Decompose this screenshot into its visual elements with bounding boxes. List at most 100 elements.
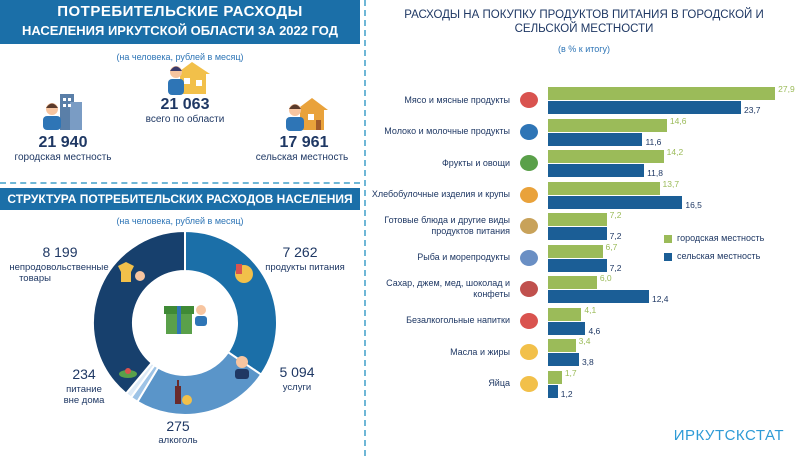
bar-rural-value: 1,2 bbox=[560, 388, 573, 399]
structure-title: СТРУКТУРА ПОТРЕБИТЕЛЬСКИХ РАСХОДОВ НАСЕЛ… bbox=[0, 188, 360, 210]
category-label: Масла и жиры bbox=[370, 347, 510, 358]
bar-urban bbox=[548, 244, 603, 258]
food-value: 7 262 bbox=[282, 244, 318, 260]
groceries-icon bbox=[235, 264, 253, 283]
legend-rural-label: сельская местность bbox=[677, 251, 761, 261]
legend-rural: сельская местность bbox=[664, 251, 760, 261]
bar-urban-value: 6,7 bbox=[605, 241, 618, 252]
section-divider bbox=[0, 182, 360, 184]
urban-value: 21 940 bbox=[38, 134, 88, 151]
bar-urban bbox=[548, 339, 576, 352]
source-label: ИРКУТСКСТАТ bbox=[673, 427, 784, 444]
bar-rural bbox=[548, 353, 579, 366]
rural-value: 17 961 bbox=[279, 134, 329, 151]
bar-rural bbox=[548, 321, 586, 335]
category-label-line: Мясо и мясные продукты bbox=[404, 94, 510, 105]
bar-rural bbox=[548, 101, 741, 114]
bar-rural bbox=[548, 227, 607, 240]
food-category-icon bbox=[520, 218, 538, 234]
main-subtitle: НАСЕЛЕНИЯ ИРКУТСКОЙ ОБЛАСТИ ЗА 2022 ГОД bbox=[21, 23, 339, 38]
village-person-icon bbox=[286, 98, 328, 131]
category-label-line: Безалкогольные напитки bbox=[406, 315, 510, 325]
category-label-line: Молоко и молочные продукты bbox=[384, 126, 510, 136]
dining-label-line2: вне дома bbox=[63, 395, 105, 406]
bar-rural-value: 12,4 bbox=[651, 294, 669, 304]
bar-rural-value: 3,8 bbox=[581, 357, 594, 367]
services-icon bbox=[235, 356, 249, 379]
donut-segment-nonfood bbox=[92, 229, 186, 396]
bar-urban-value: 6,0 bbox=[599, 273, 612, 283]
category-label-line: Масла и жиры bbox=[450, 346, 510, 357]
bar-urban bbox=[548, 150, 664, 163]
category-label-line: конфеты bbox=[473, 289, 510, 299]
bar-urban bbox=[548, 370, 562, 384]
category-label-line: Готовые блюда и другие виды bbox=[384, 215, 510, 225]
nonfood-value: 8 199 bbox=[42, 244, 78, 260]
legend-urban: городская местность bbox=[664, 233, 764, 243]
legend-urban-swatch bbox=[664, 234, 672, 243]
bar-urban-value: 13,7 bbox=[662, 178, 680, 189]
bar-rural bbox=[548, 132, 643, 146]
category-label: Безалкогольные напитки bbox=[370, 315, 510, 326]
main-title: ПОТРЕБИТЕЛЬСКИЕ РАСХОДЫ bbox=[57, 3, 303, 20]
main-title-banner: ПОТРЕБИТЕЛЬСКИЕ РАСХОДЫ НАСЕЛЕНИЯ ИРКУТС… bbox=[0, 0, 360, 44]
food-category-icon bbox=[520, 123, 538, 140]
family-house-icon bbox=[168, 62, 210, 95]
alcohol-value: 275 bbox=[166, 418, 190, 434]
chart-title: РАСХОДЫ НА ПОКУПКУ ПРОДУКТОВ ПИТАНИЯ В Г… bbox=[404, 9, 764, 35]
category-label-line: Яйца bbox=[488, 378, 510, 388]
bar-urban-value: 14,6 bbox=[669, 115, 687, 126]
total-caption: всего по области bbox=[145, 114, 225, 125]
bar-urban-value: 14,2 bbox=[666, 147, 684, 157]
structure-note: (на человека, рублей в месяц) bbox=[116, 216, 244, 226]
alcohol-label: алкоголь bbox=[158, 435, 198, 446]
food-category-icon bbox=[520, 344, 538, 360]
spending-donut-chart bbox=[92, 229, 278, 416]
bar-urban-value: 27,9 bbox=[778, 84, 795, 94]
total-value: 21 063 bbox=[160, 96, 210, 113]
bar-rural bbox=[548, 164, 645, 177]
services-value: 5 094 bbox=[279, 364, 315, 380]
urban-caption: городская местность bbox=[14, 152, 112, 163]
dining-value: 234 bbox=[72, 366, 96, 382]
city-person-icon bbox=[43, 94, 82, 130]
food-category-icon bbox=[520, 186, 538, 203]
bar-urban-value: 1,7 bbox=[564, 367, 577, 378]
bar-urban-value: 4,1 bbox=[584, 304, 597, 315]
category-label-line: Фрукты и овощи bbox=[441, 157, 510, 168]
category-label: Молоко и молочные продукты bbox=[370, 126, 510, 137]
bar-urban bbox=[548, 181, 660, 195]
gift-icon bbox=[164, 305, 207, 334]
category-label: Рыба и морепродукты bbox=[370, 252, 510, 263]
food-spending-bar-chart: Мясо и мясные продукты 27,9 23,7 Молоко и м… bbox=[370, 80, 800, 400]
food-category-icon bbox=[520, 249, 538, 266]
donut-segment-food bbox=[184, 229, 278, 376]
bar-rural bbox=[548, 384, 558, 398]
bar-urban bbox=[548, 118, 667, 132]
food-category-icon bbox=[520, 281, 538, 297]
category-label-line: Рыба и морепродукты bbox=[417, 252, 510, 262]
food-category-icon bbox=[520, 92, 538, 108]
alcohol-icon bbox=[175, 380, 192, 405]
bar-rural-value: 11,8 bbox=[647, 168, 663, 178]
dining-label-line1: питание bbox=[66, 384, 102, 395]
bar-rural-value: 16,5 bbox=[685, 199, 702, 210]
bar-urban bbox=[548, 307, 582, 321]
dining-icon bbox=[119, 368, 137, 378]
food-label: продукты питания bbox=[265, 262, 345, 273]
bar-rural bbox=[548, 258, 607, 272]
category-label: Мясо и мясные продукты bbox=[370, 95, 510, 106]
services-label: услуги bbox=[282, 382, 312, 393]
food-category-icon bbox=[520, 155, 538, 171]
bar-rural bbox=[548, 290, 649, 303]
bar-rural-value: 7,2 bbox=[609, 231, 622, 241]
bar-urban bbox=[548, 213, 607, 226]
category-label-line: продуктов питания bbox=[431, 226, 510, 236]
nonfood-label-line2: товары bbox=[19, 273, 51, 284]
legend-urban-label: городская местность bbox=[677, 233, 765, 243]
bar-rural-value: 11,6 bbox=[645, 136, 662, 147]
panel-divider bbox=[364, 0, 366, 456]
category-label: Фрукты и овощи bbox=[370, 158, 510, 169]
spending-note: (на человека, рублей в месяц) bbox=[116, 52, 244, 62]
chart-subtitle: (в % к итогу) bbox=[557, 44, 611, 54]
